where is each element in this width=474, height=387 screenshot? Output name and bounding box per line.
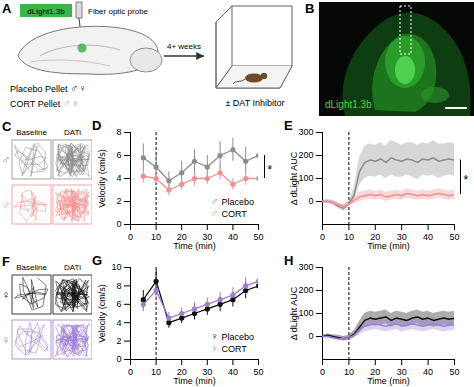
svg-text:♂: ♂ (2, 198, 11, 212)
svg-text:± DAT Inhibitor: ± DAT Inhibitor (225, 98, 284, 108)
svg-text:100: 100 (298, 308, 313, 318)
svg-text:F: F (2, 254, 10, 269)
svg-text:8: 8 (116, 127, 121, 137)
svg-text:0: 0 (320, 367, 325, 377)
svg-text:Time (min): Time (min) (173, 376, 216, 386)
svg-text:30: 30 (396, 231, 407, 242)
svg-text:Baseline: Baseline (16, 263, 47, 272)
svg-text:dLight1.3b: dLight1.3b (27, 7, 65, 16)
svg-text:10: 10 (344, 232, 354, 242)
svg-text:*: * (268, 163, 273, 177)
svg-text:*: * (464, 173, 469, 187)
svg-text:20: 20 (370, 366, 381, 377)
svg-text:30: 30 (202, 366, 213, 377)
svg-text:Fiber optic probe: Fiber optic probe (88, 7, 149, 16)
html-text:♀ CORT: ♀ CORT (210, 342, 247, 354)
svg-text:Baseline: Baseline (16, 128, 47, 137)
svg-text:30: 30 (396, 366, 407, 377)
svg-text:100: 100 (298, 173, 313, 183)
svg-text:Velocity (cm/s): Velocity (cm/s) (97, 149, 107, 208)
svg-text:♂: ♂ (2, 153, 11, 167)
svg-text:40: 40 (228, 232, 238, 242)
svg-text:50: 50 (449, 367, 459, 377)
svg-text:50: 50 (449, 232, 459, 242)
html-text:G: G (92, 253, 103, 268)
svg-text:CORT Pellet ♂♀: CORT Pellet ♂♀ (10, 97, 79, 109)
svg-text:C: C (2, 119, 12, 134)
svg-text:20: 20 (176, 366, 187, 377)
svg-text:4: 4 (116, 318, 121, 328)
svg-text:0: 0 (308, 331, 313, 341)
html-text:E: E (284, 118, 293, 133)
svg-text:6: 6 (116, 150, 121, 160)
svg-text:10: 10 (151, 232, 161, 242)
svg-text:Time (min): Time (min) (367, 376, 410, 386)
svg-text:Time (min): Time (min) (367, 241, 410, 251)
html-text:♀ Placebo: ♀ Placebo (210, 330, 254, 342)
svg-text:0: 0 (116, 354, 121, 364)
svg-text:300: 300 (298, 127, 313, 137)
svg-text:0: 0 (128, 232, 133, 242)
html-text:♂ Placebo: ♂ Placebo (210, 195, 254, 207)
svg-text:♀: ♀ (2, 288, 11, 302)
svg-text:4: 4 (116, 173, 121, 183)
svg-text:6: 6 (116, 299, 121, 309)
svg-text:Velocity (cm/s): Velocity (cm/s) (97, 284, 107, 343)
svg-text:Placebo Pellet ♂♀: Placebo Pellet ♂♀ (10, 82, 87, 94)
svg-text:0: 0 (320, 232, 325, 242)
svg-text:10: 10 (151, 367, 161, 377)
html-text:D: D (92, 118, 102, 133)
html-text:♂ CORT: ♂ CORT (210, 207, 247, 219)
svg-text:Time (min): Time (min) (173, 241, 216, 251)
svg-text:40: 40 (423, 367, 433, 377)
svg-text:♀: ♀ (2, 333, 11, 347)
html-text:H: H (284, 253, 294, 268)
svg-text:DATi: DATi (64, 128, 81, 137)
svg-text:4+ weeks: 4+ weeks (167, 42, 201, 51)
svg-text:2: 2 (116, 336, 121, 346)
svg-text:0: 0 (116, 219, 121, 229)
svg-text:B: B (305, 1, 314, 16)
svg-text:300: 300 (298, 262, 313, 272)
svg-text:8: 8 (116, 281, 121, 291)
svg-text:20: 20 (370, 231, 381, 242)
svg-text:DATi: DATi (64, 263, 81, 272)
svg-text:Δ dLight AUC: Δ dLight AUC (289, 151, 299, 205)
svg-text:Δ dLight AUC: Δ dLight AUC (289, 286, 299, 340)
svg-text:20: 20 (176, 231, 187, 242)
svg-text:40: 40 (423, 232, 433, 242)
svg-text:0: 0 (308, 196, 313, 206)
svg-text:200: 200 (298, 150, 313, 160)
svg-text:50: 50 (253, 232, 263, 242)
svg-text:30: 30 (202, 231, 213, 242)
svg-text:0: 0 (128, 367, 133, 377)
svg-text:50: 50 (253, 367, 263, 377)
svg-text:2: 2 (116, 196, 121, 206)
svg-text:40: 40 (228, 367, 238, 377)
svg-text:10: 10 (111, 262, 121, 272)
svg-text:A: A (2, 1, 12, 16)
svg-text:10: 10 (344, 367, 354, 377)
svg-text:dLight1.3b: dLight1.3b (325, 99, 372, 110)
svg-text:200: 200 (298, 285, 313, 295)
